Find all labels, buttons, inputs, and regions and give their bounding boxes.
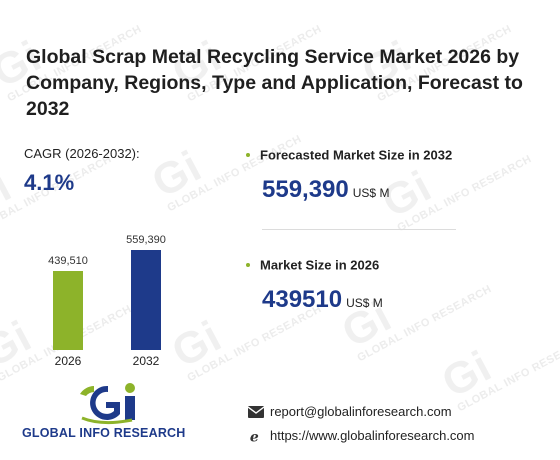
- bar-data-label: 439,510: [48, 255, 88, 268]
- bar-2026: [53, 271, 83, 350]
- watermark-text: GLOBAL INFO RESEARCH: [395, 153, 534, 235]
- watermark-text: GLOBAL INFO RESEARCH: [455, 333, 560, 415]
- forecast-label: Forecasted Market Size in 2032: [260, 147, 453, 163]
- bar-category-label: 2026: [54, 354, 82, 368]
- website-contact[interactable]: e https://www.globalinforesearch.com: [248, 428, 475, 443]
- current-value: 439510: [262, 286, 343, 313]
- forecast-value-row: 559,390 US$ M: [262, 176, 389, 204]
- divider: [262, 229, 456, 230]
- watermark-logo-icon: Gi: [374, 161, 440, 228]
- web-browser-icon: e: [250, 429, 259, 443]
- logo-mark-icon: [80, 383, 135, 425]
- bar-2032: [131, 250, 161, 350]
- bullet-icon: [246, 152, 250, 157]
- svg-text:e: e: [250, 429, 259, 443]
- current-label: Market Size in 2026: [260, 257, 380, 273]
- email-link[interactable]: report@globalinforesearch.com: [270, 404, 452, 419]
- watermark-logo-icon: Gi: [434, 341, 500, 408]
- current-value-row: 439510 US$ M: [262, 286, 383, 314]
- forecast-metric: Forecasted Market Size in 2032 559,390 US…: [246, 146, 453, 203]
- page-title: Global Scrap Metal Recycling Service Mar…: [26, 46, 523, 120]
- cagr-value: 4.1%: [24, 170, 75, 195]
- market-size-bar-chart: 439,510 2026 559,390 2032: [0, 230, 200, 370]
- email-contact[interactable]: report@globalinforesearch.com: [248, 404, 452, 419]
- mail-icon: [248, 405, 264, 418]
- cagr-label: CAGR (2026-2032):: [24, 146, 140, 161]
- forecast-unit: US$ M: [352, 186, 390, 200]
- bullet-icon: [246, 262, 250, 267]
- logo-text: GLOBAL INFO RESEARCH: [22, 426, 186, 440]
- company-logo: GLOBAL INFO RESEARCH: [22, 380, 188, 440]
- website-link[interactable]: https://www.globalinforesearch.com: [270, 428, 475, 443]
- current-unit: US$ M: [346, 296, 383, 310]
- current-metric: Market Size in 2026 439510 US$ M: [246, 256, 383, 313]
- bar-category-label: 2032: [132, 354, 160, 368]
- forecast-value: 559,390: [262, 176, 349, 203]
- bar-data-label: 559,390: [126, 234, 166, 246]
- watermark-text: GLOBAL INFO RESEARCH: [185, 303, 324, 385]
